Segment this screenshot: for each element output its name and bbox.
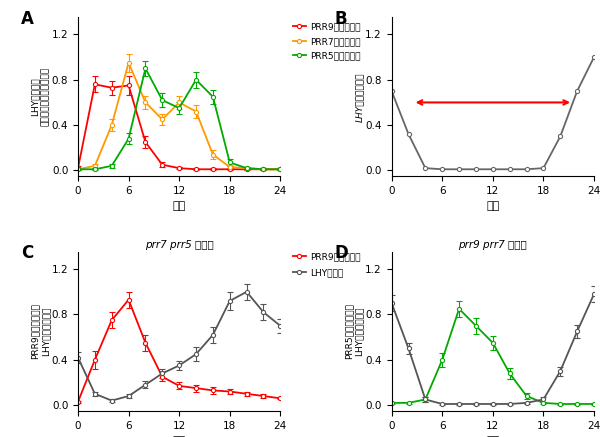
Y-axis label: LHY遥伝子の
転写調節領域への結合量: LHY遥伝子の 転写調節領域への結合量 [31,67,50,126]
Title: prr9 prr7 変異体: prr9 prr7 変異体 [458,240,527,250]
Text: A: A [22,10,34,28]
Legend: PRR9タンパク質, PRR7タンパク質, PRR5タンパク質: PRR9タンパク質, PRR7タンパク質, PRR5タンパク質 [289,19,365,64]
X-axis label: 時間: 時間 [173,436,186,437]
X-axis label: 時間: 時間 [486,201,499,212]
Text: B: B [335,10,347,28]
Title: prr7 prr5 変異体: prr7 prr5 変異体 [145,240,214,250]
Text: C: C [22,244,34,262]
Text: D: D [335,244,349,262]
Y-axis label: PRR5タンパク質と
LHY遥伝子の発現: PRR5タンパク質と LHY遥伝子の発現 [344,304,364,359]
X-axis label: 時間: 時間 [486,436,499,437]
Legend: PRR9タンパク質, LHY遥伝子: PRR9タンパク質, LHY遥伝子 [289,249,365,281]
X-axis label: 時間: 時間 [173,201,186,212]
Y-axis label: LHY遥伝子の発現: LHY遥伝子の発現 [355,72,364,121]
Y-axis label: PRR9タンパク質と
LHY遥伝子の発現: PRR9タンパク質と LHY遥伝子の発現 [31,304,50,359]
